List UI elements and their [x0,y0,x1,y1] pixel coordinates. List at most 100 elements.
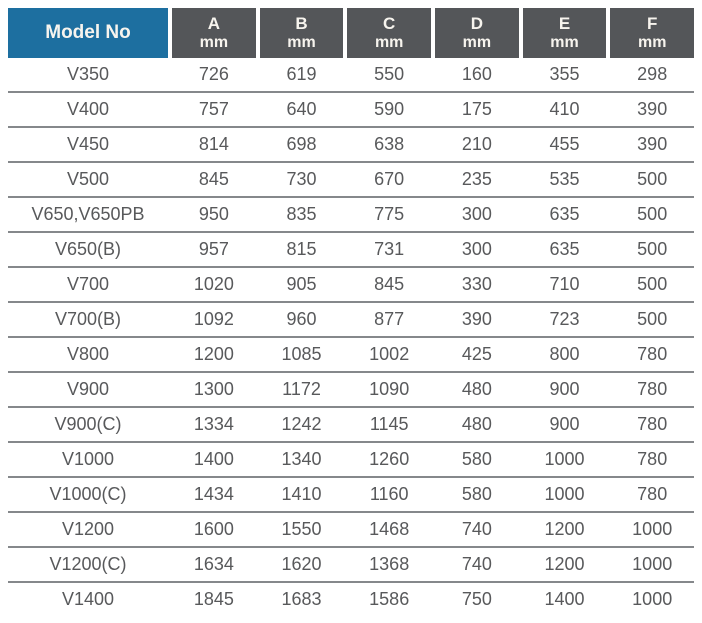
model-cell: V1200(C) [49,554,127,574]
table-row: V1000 1400 1340 1260 580 1000 780 [8,441,694,476]
value-cell: 480 [461,414,492,434]
value-cell: 780 [637,344,668,364]
table-row: V800 1200 1085 1002 425 800 780 [8,336,694,371]
value-cell: 1368 [369,554,410,574]
value-cell: 1468 [369,519,410,539]
value-cell: 1634 [193,554,234,574]
value-cell: 1600 [193,519,234,539]
value-cell: 1200 [544,554,585,574]
value-cell: 635 [549,239,580,259]
value-cell: 1020 [193,274,234,294]
value-cell: 905 [286,274,317,294]
value-cell: 175 [461,99,492,119]
column-unit: mm [287,33,316,51]
value-cell: 235 [461,169,492,189]
value-cell: 1090 [369,379,410,399]
value-cell: 1550 [281,519,322,539]
value-cell: 1334 [193,414,234,434]
value-cell: 455 [549,134,580,154]
table-row: V650,V650PB 950 835 775 300 635 500 [8,196,694,231]
model-cell: V650,V650PB [31,204,145,224]
value-cell: 757 [198,99,229,119]
value-cell: 1242 [281,414,322,434]
column-unit: mm [550,33,579,51]
value-cell: 1410 [281,484,322,504]
table-body: V350 726 619 550 160 355 298 V400 757 640 590 175 41… [8,58,694,616]
column-unit: mm [637,33,667,51]
value-cell: 845 [374,274,405,294]
value-cell: 1400 [193,449,234,469]
value-cell: 1200 [193,344,234,364]
value-cell: 780 [637,449,668,469]
value-cell: 800 [549,344,580,364]
table-row: V1400 1845 1683 1586 750 1400 1000 [8,581,694,616]
table-row: V700(B) 1092 960 877 390 723 500 [8,301,694,336]
value-cell: 635 [549,204,580,224]
value-cell: 750 [461,589,492,609]
value-cell: 780 [637,414,668,434]
table-row: V450 814 698 638 210 455 390 [8,126,694,161]
value-cell: 710 [549,274,580,294]
value-cell: 640 [286,99,317,119]
model-cell: V1000 [61,449,115,469]
value-cell: 1000 [544,449,585,469]
table-row: V700 1020 905 845 330 710 500 [8,266,694,301]
value-cell: 550 [374,64,405,84]
value-cell: 1000 [632,589,673,609]
value-cell: 500 [637,239,668,259]
value-cell: 740 [461,519,492,539]
value-cell: 330 [461,274,492,294]
table-row: V350 726 619 550 160 355 298 [8,58,694,91]
model-cell: V900(C) [54,414,122,434]
value-cell: 815 [286,239,317,259]
value-cell: 698 [286,134,317,154]
value-cell: 580 [461,449,492,469]
value-cell: 1340 [281,449,322,469]
value-cell: 500 [637,309,668,329]
value-cell: 877 [374,309,405,329]
model-cell: V500 [66,169,110,189]
value-cell: 780 [637,379,668,399]
value-cell: 780 [637,484,668,504]
value-cell: 298 [637,64,668,84]
value-cell: 1000 [544,484,585,504]
value-cell: 1092 [193,309,234,329]
value-cell: 619 [286,64,317,84]
value-cell: 1160 [369,484,409,504]
value-cell: 1000 [632,519,673,539]
value-cell: 835 [286,204,317,224]
value-cell: 1002 [369,344,410,364]
value-cell: 425 [461,344,492,364]
table-row: V400 757 640 590 175 410 390 [8,91,694,126]
model-no-header: Model No [8,8,168,58]
column-unit: mm [462,33,492,51]
value-cell: 775 [374,204,405,224]
value-cell: 160 [461,64,492,84]
table-row: V1200 1600 1550 1468 740 1200 1000 [8,511,694,546]
value-cell: 960 [286,309,317,329]
model-cell: V700(B) [54,309,122,329]
value-cell: 1400 [544,589,585,609]
table-row: V900(C) 1334 1242 1145 480 900 780 [8,406,694,441]
value-cell: 300 [461,204,492,224]
value-cell: 723 [549,309,580,329]
column-unit: mm [374,33,404,51]
model-cell: V800 [66,344,110,364]
table-row: V1200(C) 1634 1620 1368 740 1200 1000 [8,546,694,581]
column-letter: B [295,14,308,34]
value-cell: 390 [637,99,668,119]
value-cell: 300 [461,239,492,259]
value-cell: 1085 [281,344,322,364]
value-cell: 1172 [282,379,321,399]
table-row: V500 845 730 670 235 535 500 [8,161,694,196]
value-cell: 590 [374,99,405,119]
value-cell: 1300 [193,379,234,399]
value-cell: 740 [461,554,492,574]
